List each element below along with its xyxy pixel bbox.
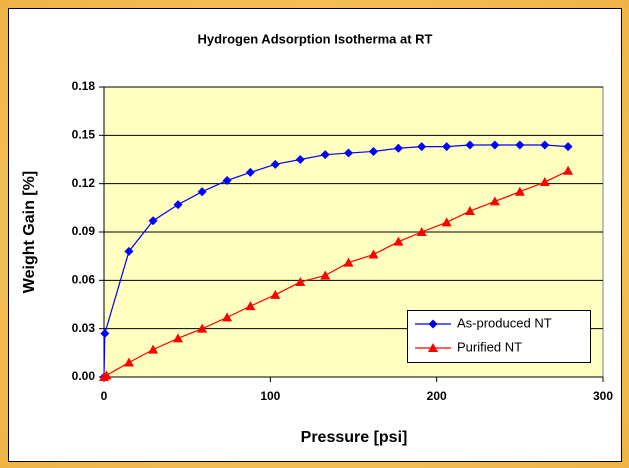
- marker: [540, 140, 550, 150]
- marker: [222, 312, 233, 322]
- marker: [245, 301, 256, 311]
- marker: [197, 323, 208, 333]
- marker: [343, 257, 354, 267]
- marker: [514, 186, 525, 196]
- marker: [123, 357, 134, 367]
- y-axis-label: Weight Gain [%]: [21, 171, 38, 293]
- legend-marker: [428, 343, 438, 352]
- x-tick-label: 100: [260, 389, 280, 403]
- x-axis-label: Pressure [psi]: [301, 429, 408, 446]
- marker: [197, 187, 207, 197]
- marker: [148, 216, 158, 226]
- y-tick-label: 0.03: [72, 321, 96, 335]
- marker: [539, 177, 550, 187]
- marker: [489, 196, 500, 206]
- y-tick-label: 0.15: [72, 128, 96, 142]
- legend-label: As-produced NT: [457, 315, 552, 330]
- marker: [416, 227, 427, 236]
- marker: [441, 217, 452, 227]
- marker: [393, 143, 403, 153]
- marker: [295, 276, 306, 286]
- legend-box: [407, 310, 591, 363]
- marker: [344, 148, 354, 158]
- marker: [563, 142, 573, 152]
- legend-label: Purified NT: [457, 339, 522, 354]
- marker: [222, 175, 232, 185]
- marker: [270, 159, 280, 169]
- x-tick-label: 200: [427, 389, 447, 403]
- y-tick-label: 0.12: [72, 176, 96, 190]
- marker: [393, 236, 404, 246]
- y-tick-label: 0.06: [72, 273, 96, 287]
- marker: [173, 333, 184, 343]
- marker: [368, 146, 378, 156]
- x-tick-label: 300: [593, 389, 613, 403]
- marker: [148, 344, 159, 354]
- marker: [515, 140, 525, 150]
- marker: [101, 370, 112, 380]
- marker: [465, 140, 475, 150]
- marker: [173, 200, 183, 210]
- marker: [124, 246, 134, 256]
- y-tick-label: 0.18: [72, 79, 96, 93]
- x-tick-label: 0: [101, 389, 108, 403]
- chart-title: Hydrogen Adsorption Isotherma at RT: [198, 31, 433, 46]
- marker: [417, 142, 427, 152]
- legend-marker: [428, 319, 438, 329]
- marker: [368, 249, 379, 259]
- marker: [490, 140, 500, 150]
- marker: [270, 289, 281, 299]
- marker: [464, 206, 475, 216]
- marker: [100, 329, 110, 338]
- y-tick-label: 0.09: [72, 224, 96, 238]
- marker: [320, 150, 330, 160]
- marker: [295, 155, 305, 164]
- marker: [245, 167, 255, 177]
- marker: [320, 270, 331, 280]
- marker: [563, 165, 574, 175]
- marker: [442, 142, 452, 152]
- y-tick-label: 0.00: [72, 369, 96, 383]
